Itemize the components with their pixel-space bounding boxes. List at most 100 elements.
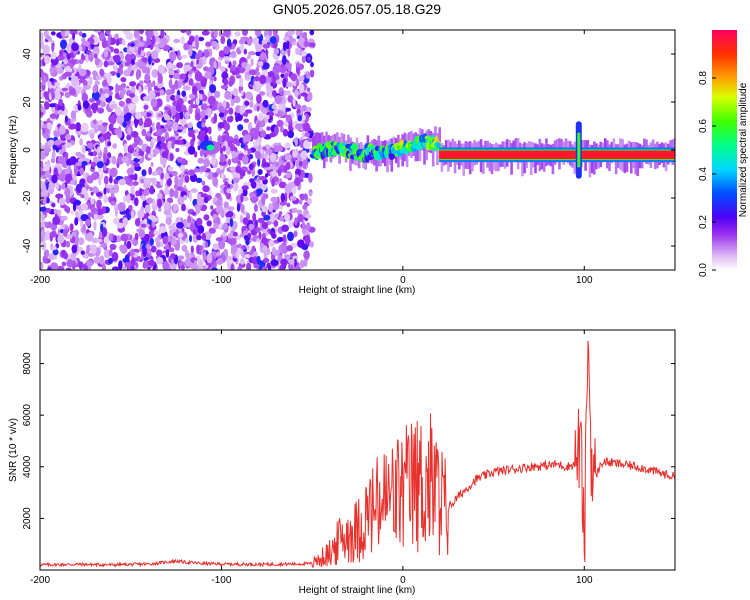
noise-speckle [270,86,274,93]
noise-speckle [80,122,89,133]
noise-speckle [129,81,137,87]
noise-speckle [285,90,291,96]
noise-speckle [69,156,77,165]
noise-speckle [305,234,311,244]
noise-speckle [271,178,275,187]
noise-speckle [102,122,108,127]
noise-speckle [100,101,107,108]
noise-speckle [269,231,275,236]
noise-speckle [52,216,61,226]
noise-speckle [297,36,306,46]
noise-speckle [302,114,306,121]
noise-speckle [219,66,226,72]
noise-speckle [118,100,125,107]
noise-speckle [224,56,231,62]
noise-speckle [222,222,228,230]
noise-speckle [43,147,52,153]
noise-speckle [251,167,255,177]
noise-speckle [194,71,203,82]
noise-speckle [200,103,208,111]
spectrogram-xtick-label: 100 [576,275,593,286]
snr-xlabel: Height of straight line (km) [299,585,416,596]
noise-speckle [274,95,283,104]
noise-speckle [93,256,101,264]
noise-speckle [304,160,309,166]
noise-speckle [81,92,89,103]
noise-speckle [116,72,121,78]
noise-speckle [261,221,269,230]
noise-speckle [247,170,252,175]
noise-speckle [143,183,151,189]
noise-speckle [146,243,150,250]
noise-speckle [160,136,166,143]
noise-speckle [199,110,206,118]
noise-speckle [103,48,109,58]
carrier-band-core [439,150,675,160]
noise-speckle [90,198,95,205]
noise-speckle [241,185,249,191]
noise-speckle [202,185,210,193]
noise-speckle [277,236,284,243]
noise-speckle [194,53,201,60]
noise-speckle [151,122,155,127]
noise-speckle [190,60,194,68]
noise-speckle [157,192,163,201]
noise-speckle [189,191,193,202]
noise-speckle [160,241,164,248]
noise-speckle [118,178,126,186]
noise-speckle [255,66,260,73]
noise-speckle [203,158,210,168]
noise-speckle [85,218,91,227]
noise-speckle [88,76,93,86]
noise-speckle [188,78,194,86]
noise-speckle [50,51,57,60]
noise-speckle [184,238,189,243]
signal-halo [438,127,441,151]
noise-speckle [162,158,167,169]
noise-speckle [90,133,95,140]
noise-speckle [288,220,294,228]
noise-speckle [262,43,271,49]
noise-speckle [45,197,50,204]
noise-speckle [276,34,280,44]
noise-speckle [102,79,108,88]
noise-speckle [180,264,185,270]
noise-speckle [45,35,52,40]
noise-speckle [173,203,179,211]
noise-speckle [254,76,260,82]
noise-speckle [60,30,66,38]
noise-speckle [122,30,130,36]
noise-speckle [241,244,246,250]
noise-speckle [176,94,180,100]
noise-speckle [279,264,285,270]
noise-speckle [237,124,244,131]
noise-speckle [220,147,224,155]
noise-speckle [89,186,93,192]
spectrogram-xtick-label: -200 [30,275,50,286]
noise-speckle [250,58,254,67]
noise-speckle [192,229,197,235]
noise-speckle [89,52,94,63]
noise-speckle [152,151,157,157]
noise-speckle [156,249,163,257]
noise-speckle [126,134,132,141]
noise-speckle [111,155,117,165]
noise-speckle [284,142,291,149]
noise-speckle [45,250,50,257]
noise-speckle [210,157,216,166]
noise-speckle [282,128,289,137]
noise-speckle [110,114,117,125]
noise-speckle [240,90,244,97]
noise-speckle [265,173,269,178]
noise-speckle [109,243,117,251]
noise-speckle [134,118,138,128]
noise-speckle [184,175,190,184]
noise-speckle [153,230,161,236]
noise-speckle [226,188,232,194]
noise-speckle [120,244,128,254]
noise-speckle [240,203,245,213]
noise-speckle [200,193,208,198]
noise-speckle [215,200,223,207]
noise-speckle [248,163,254,170]
